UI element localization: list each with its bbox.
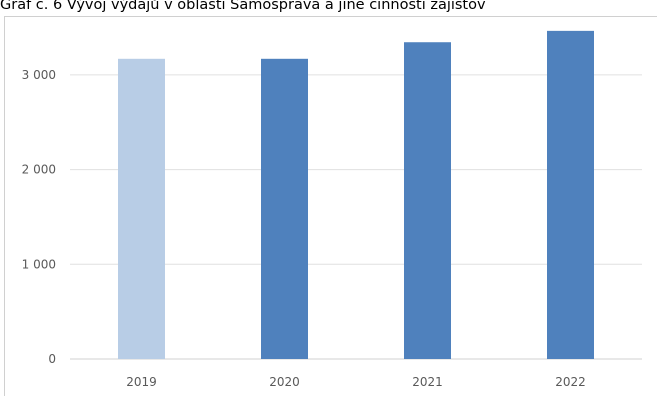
chart-caption: Graf č. 6 Vývoj výdajů v oblasti Samospr… bbox=[0, 0, 486, 13]
x-tick-label: 2021 bbox=[412, 375, 443, 389]
bar-2021 bbox=[404, 42, 451, 359]
chart-frame bbox=[4, 16, 657, 396]
x-tick-label: 2019 bbox=[126, 375, 157, 389]
y-tick-label: 1 000 bbox=[22, 257, 56, 271]
x-tick-label: 2022 bbox=[555, 375, 586, 389]
y-tick-label: 2 000 bbox=[22, 163, 56, 177]
bar-2019 bbox=[118, 58, 165, 360]
y-tick-label: 3 000 bbox=[22, 68, 56, 82]
bar-2020 bbox=[261, 58, 308, 360]
bar-2022 bbox=[547, 30, 594, 359]
y-tick-label: 0 bbox=[48, 352, 56, 366]
x-tick-label: 2020 bbox=[269, 375, 300, 389]
